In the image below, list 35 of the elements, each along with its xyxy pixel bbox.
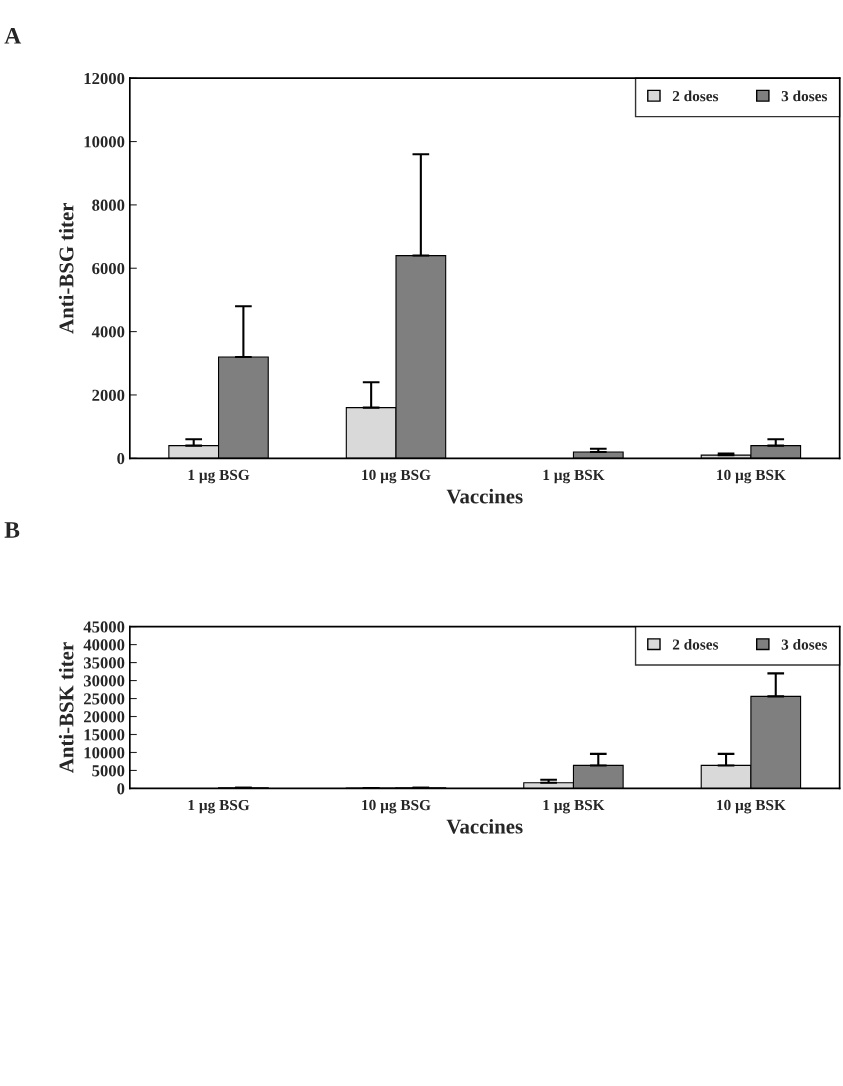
y-tick-label: 6000 [92,262,125,275]
legend-label: 3 doses [781,90,828,102]
legend-label: 3 doses [781,638,828,650]
y-tick-label: 5000 [92,765,125,777]
y-tick-label: 10000 [84,136,125,148]
y-tick-label: 8000 [92,199,125,211]
chart-title: B [4,522,20,538]
y-tick-label: 0 [117,783,125,795]
x-tick-label: 1 µg BSG [188,799,250,814]
x-tick-label: 1 µg BSK [543,469,605,484]
y-tick-label: 4000 [91,326,125,338]
y-tick-label: 12000 [84,72,125,85]
y-tick-label: 30000 [83,675,125,687]
x-tick-label: 10 µg BSK [717,469,786,484]
x-tick-label: 1 µg BSK [543,799,605,814]
y-tick-label: 10000 [84,747,125,759]
y-tick-label: 2000 [92,389,125,401]
x-tick-label: 10 µg BSG [362,799,431,814]
y-axis-title: Anti-BSK titer [58,642,74,773]
y-axis-title: Anti-BSG titer [58,203,74,334]
y-tick-label: 15000 [84,729,125,741]
y-tick-label: 35000 [83,657,125,669]
y-tick-label: 0 [117,452,125,465]
y-tick-label: 20000 [83,711,125,723]
y-tick-label: 40000 [83,639,125,651]
x-axis-title: Vaccines [446,488,523,504]
legend-label: 2 doses [672,638,719,650]
legend-label: 2 doses [672,90,719,102]
x-tick-label: 10 µg BSG [362,469,431,484]
y-tick-label: 45000 [83,621,125,633]
chart-title: A [4,27,22,44]
y-tick-label: 25000 [83,693,125,705]
x-tick-label: 1 µg BSG [188,469,250,484]
x-axis-title: Vaccines [446,818,523,834]
x-tick-label: 10 µg BSK [717,799,786,814]
